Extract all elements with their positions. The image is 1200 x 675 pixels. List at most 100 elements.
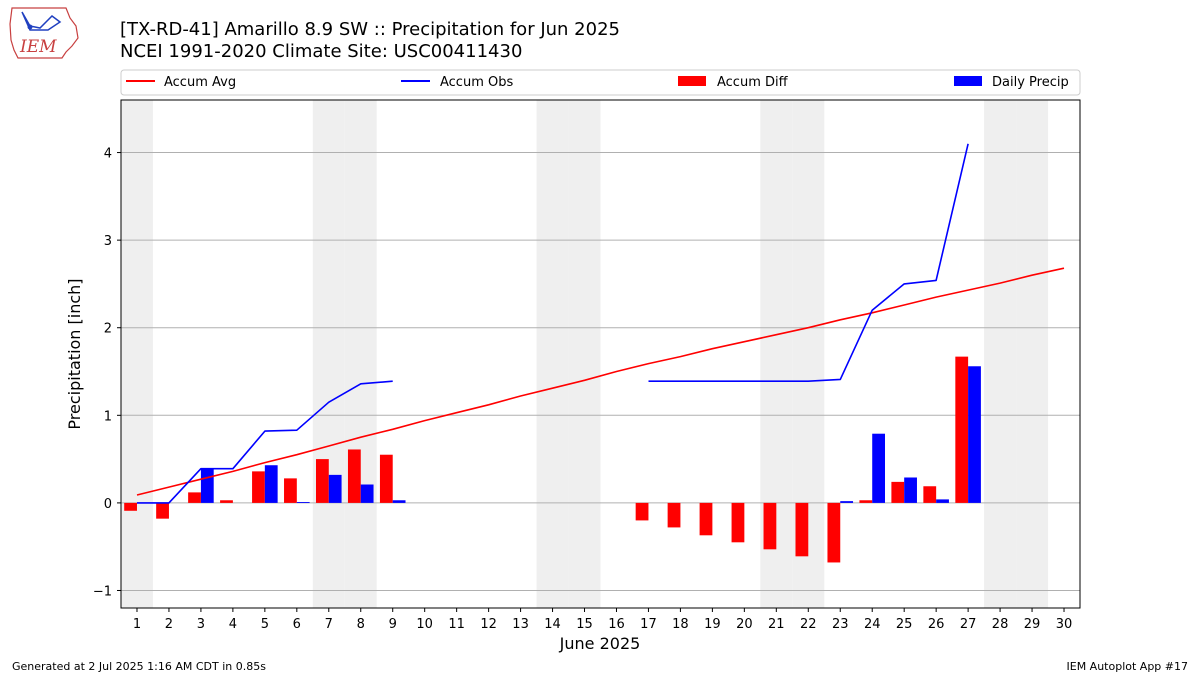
gridlines <box>121 152 1080 591</box>
diff-bar-day-7 <box>315 459 329 503</box>
legend-daily-label: Daily Precip <box>992 75 1069 90</box>
weekend-band-day-7 <box>312 100 345 608</box>
x-tick-label-5: 5 <box>261 617 269 632</box>
weekend-shading <box>121 100 1049 608</box>
daily-bar-day-3 <box>200 468 214 503</box>
x-tick-label-13: 13 <box>512 617 529 632</box>
diff-bar-day-17 <box>635 502 649 521</box>
x-tick-label-30: 30 <box>1056 617 1073 632</box>
diff-bar-day-22 <box>795 502 809 557</box>
daily-bar-day-9 <box>392 500 406 503</box>
lines <box>136 143 1065 504</box>
daily-bar-day-26 <box>936 499 949 503</box>
weekend-band-day-8 <box>344 100 377 608</box>
weekend-band-day-14 <box>536 100 569 608</box>
x-tick-label-29: 29 <box>1024 617 1041 632</box>
x-tick-label-18: 18 <box>672 617 689 632</box>
x-tick-label-26: 26 <box>928 617 945 632</box>
diff-bar-day-20 <box>731 502 745 543</box>
diff-bar-day-3 <box>188 492 201 503</box>
x-tick-label-25: 25 <box>896 617 913 632</box>
diff-bar-day-21 <box>763 502 777 550</box>
logo-text: IEM <box>19 37 57 57</box>
diff-bar-day-26 <box>923 486 937 503</box>
x-axis-label: June 2025 <box>559 634 641 653</box>
accum-obs-line-segment-2 <box>648 143 969 383</box>
x-tick-label-20: 20 <box>736 617 753 632</box>
daily-bar-day-27 <box>968 366 981 503</box>
x-tick-label-11: 11 <box>448 617 465 632</box>
diff-bar-day-4 <box>220 500 233 503</box>
legend-diff-label: Accum Diff <box>717 75 789 90</box>
weekend-band-day-29 <box>1016 100 1049 608</box>
chart-subtitle: NCEI 1991-2020 Climate Site: USC00411430 <box>120 41 522 62</box>
diff-bar-day-5 <box>252 471 265 503</box>
x-tick-label-22: 22 <box>800 617 817 632</box>
x-tick-label-9: 9 <box>389 617 397 632</box>
legend: Accum Avg Accum Obs Accum Diff Daily Pre… <box>120 69 1081 96</box>
weekend-band-day-15 <box>568 100 601 608</box>
x-tick-label-16: 16 <box>608 617 625 632</box>
legend-avg-label: Accum Avg <box>164 75 236 90</box>
diff-bar-day-18 <box>667 502 681 528</box>
weekend-band-day-1 <box>121 100 153 608</box>
x-tick-label-21: 21 <box>768 617 785 632</box>
accum-obs-line-segment-1 <box>137 380 393 504</box>
x-tick-label-1: 1 <box>133 617 141 632</box>
diff-bar-day-25 <box>891 481 905 503</box>
y-tick-label-2: 2 <box>104 322 112 337</box>
daily-bar-day-24 <box>872 433 886 503</box>
x-tick-label-2: 2 <box>165 617 173 632</box>
x-tick-label-8: 8 <box>357 617 365 632</box>
diff-bar-day-8 <box>347 449 361 503</box>
x-tick-label-6: 6 <box>293 617 301 632</box>
footer-app: IEM Autoplot App #17 <box>1067 660 1189 673</box>
x-tick-label-28: 28 <box>992 617 1009 632</box>
x-tick-label-24: 24 <box>864 617 881 632</box>
daily-bar-day-7 <box>328 474 342 503</box>
daily-bar-day-23 <box>840 501 854 503</box>
daily-bar-day-6 <box>296 502 310 503</box>
chart-title: [TX-RD-41] Amarillo 8.9 SW :: Precipitat… <box>120 19 620 40</box>
y-axis-ticks: −1 0 1 2 3 4 <box>93 147 121 599</box>
weekend-band-day-28 <box>984 100 1017 608</box>
diff-bar-day-9 <box>379 454 393 503</box>
x-axis-ticks: 1 2 3 4 5 6 7 8 9 10 11 12 13 14 15 16 17 18 19 20 21 22 23 24 2… <box>133 608 1072 632</box>
legend-daily-swatch <box>954 76 982 86</box>
x-tick-label-12: 12 <box>480 617 497 632</box>
logo-outline <box>9 7 79 59</box>
diff-bar-day-23 <box>827 502 841 563</box>
x-tick-label-7: 7 <box>325 617 333 632</box>
y-tick-label-4: 4 <box>104 147 112 162</box>
x-tick-label-3: 3 <box>197 617 205 632</box>
diff-bar-day-6 <box>284 478 297 503</box>
legend-box <box>120 69 1081 96</box>
x-tick-label-27: 27 <box>960 617 977 632</box>
legend-diff-swatch <box>678 76 706 86</box>
diff-bar-day-1 <box>124 502 137 511</box>
daily-bar-day-25 <box>904 477 917 503</box>
logo-dot-icon <box>27 24 33 30</box>
x-tick-label-17: 17 <box>640 617 657 632</box>
x-tick-label-19: 19 <box>704 617 721 632</box>
legend-obs-label: Accum Obs <box>440 75 513 90</box>
diff-bar-day-24 <box>859 500 873 503</box>
footer-generated: Generated at 2 Jul 2025 1:16 AM CDT in 0… <box>12 660 266 673</box>
accum-avg-line-segment-1 <box>136 267 1065 496</box>
y-tick-label-0: 0 <box>104 497 112 512</box>
y-tick-label--1: −1 <box>93 584 112 599</box>
y-tick-label-3: 3 <box>104 234 112 249</box>
plot-frame <box>120 99 1081 609</box>
daily-bar-day-8 <box>360 484 374 503</box>
diff-bar-day-27 <box>955 356 969 503</box>
x-tick-label-23: 23 <box>832 617 849 632</box>
diff-bar-day-19 <box>699 502 713 536</box>
x-tick-label-10: 10 <box>416 617 433 632</box>
x-tick-label-15: 15 <box>576 617 593 632</box>
y-tick-label-1: 1 <box>104 409 112 424</box>
x-tick-label-14: 14 <box>544 617 561 632</box>
daily-bar-day-5 <box>264 465 278 503</box>
x-tick-label-4: 4 <box>229 617 237 632</box>
iem-logo: IEM <box>9 7 79 59</box>
